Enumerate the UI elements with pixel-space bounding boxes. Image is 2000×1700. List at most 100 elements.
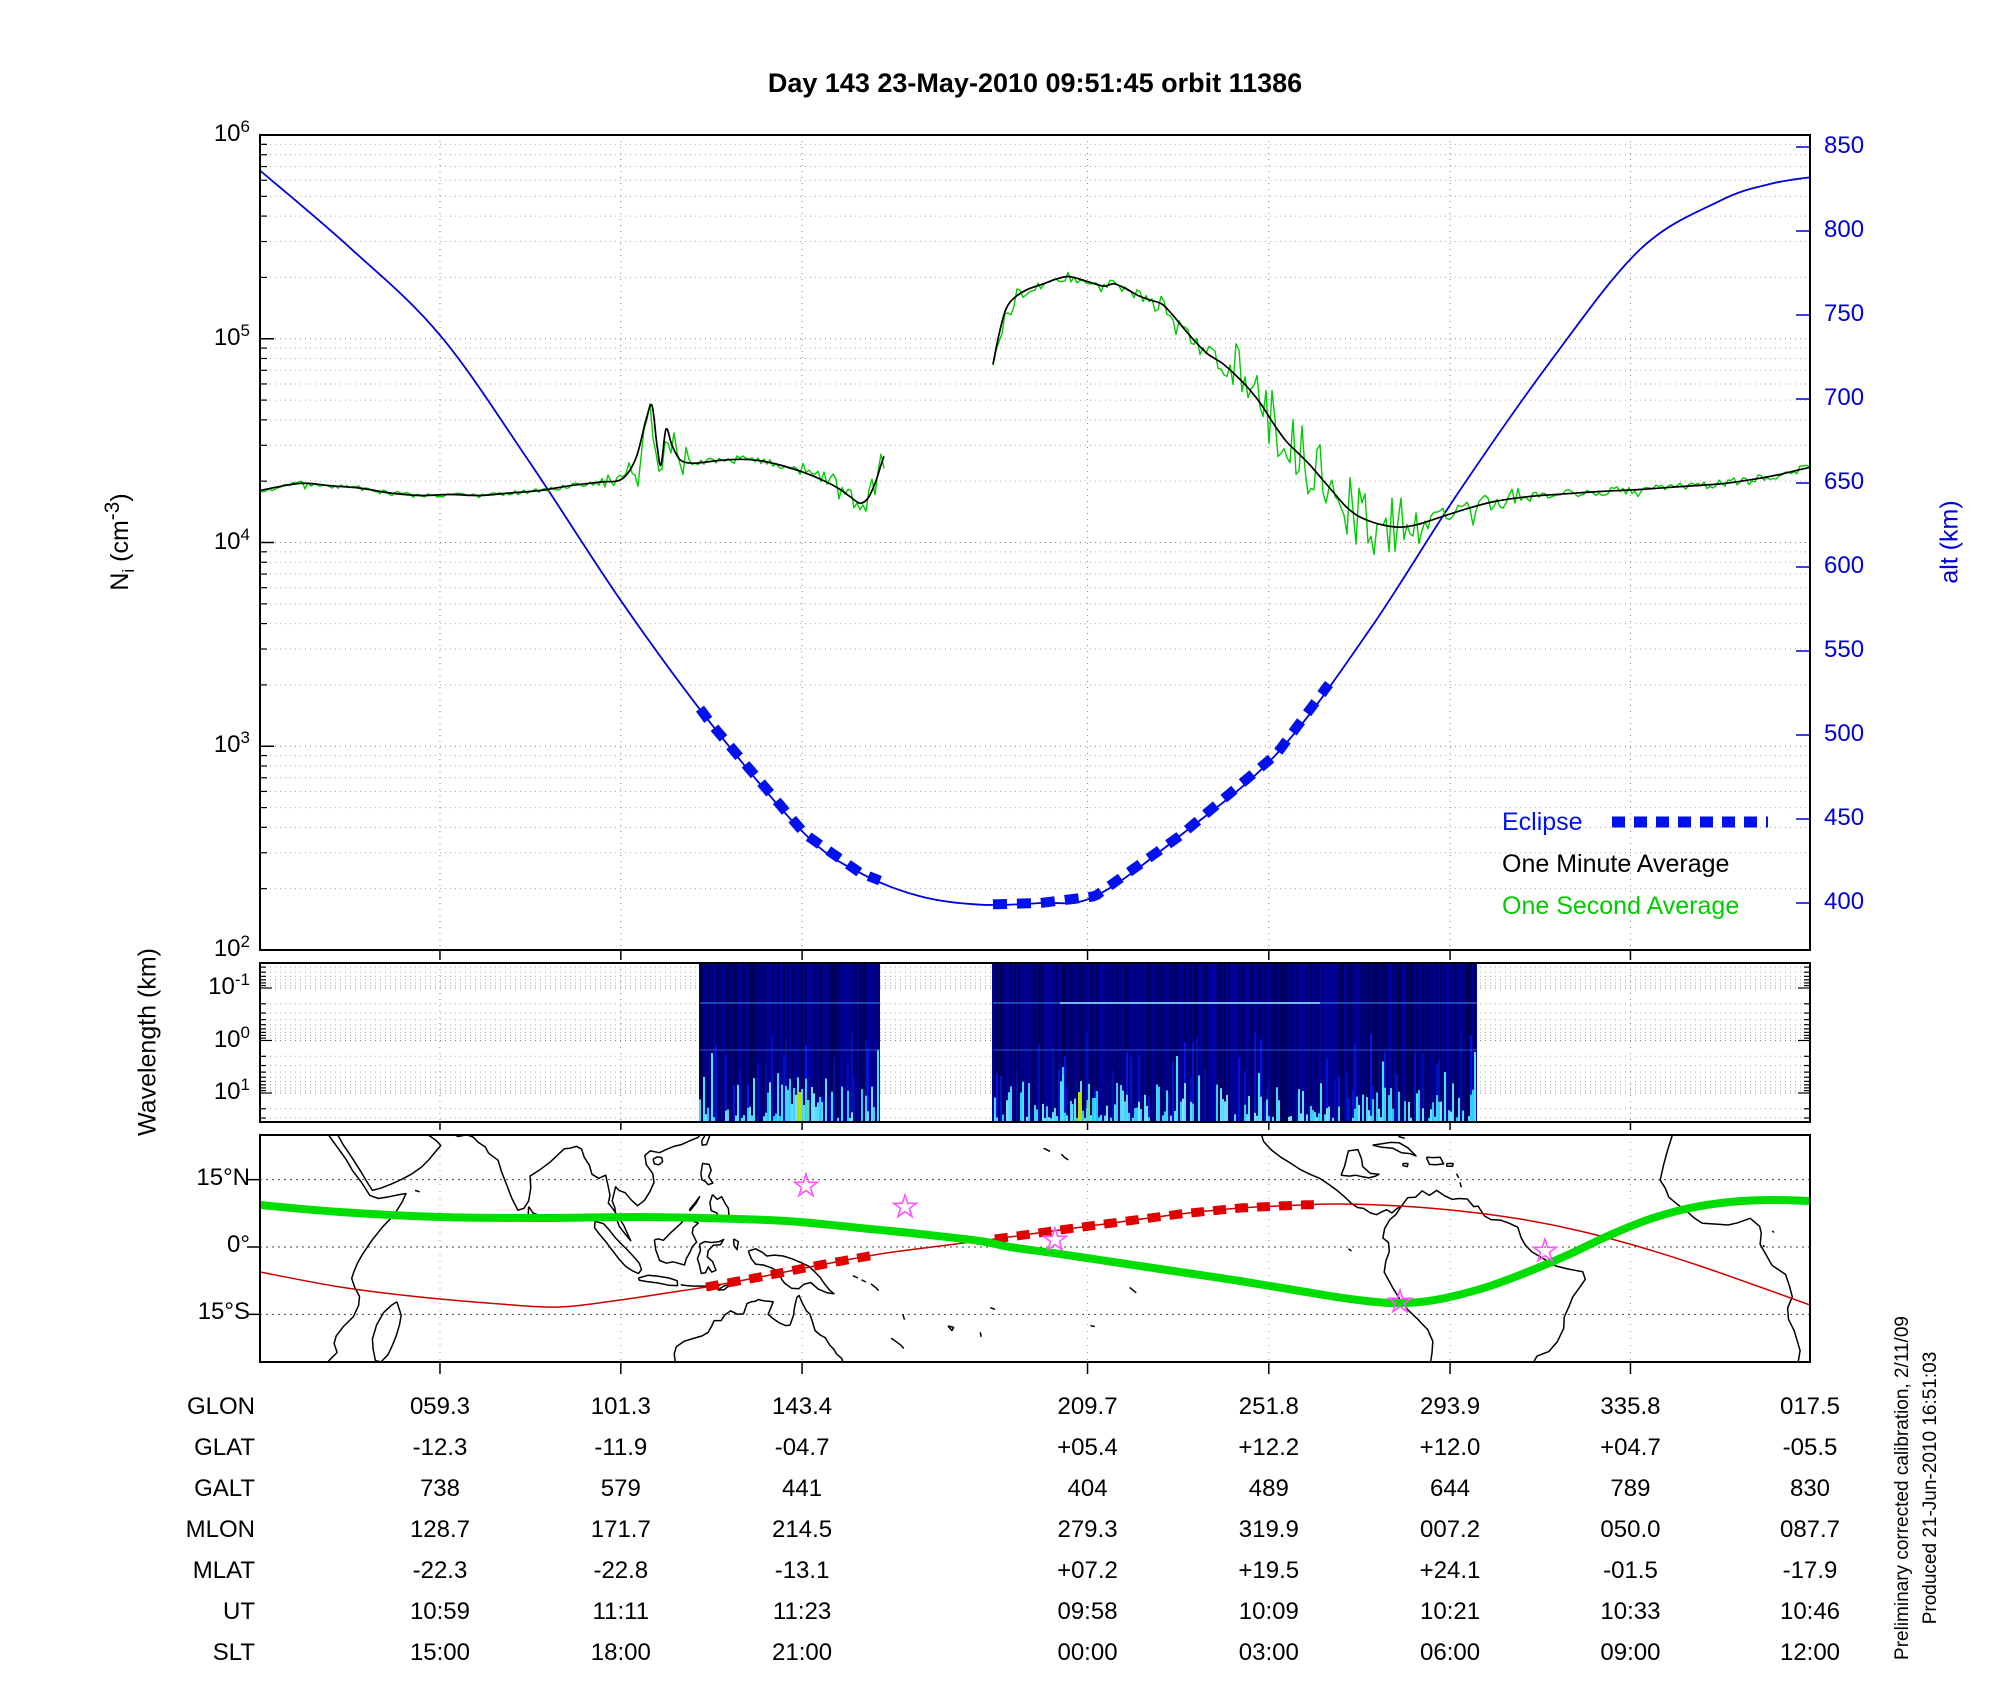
ephemeris-cell: -12.3 bbox=[412, 1434, 468, 1461]
map-coastlines bbox=[326, 1135, 1801, 1362]
coastline bbox=[673, 1294, 844, 1362]
coastline bbox=[1340, 1148, 1380, 1179]
coastline bbox=[1459, 1182, 1463, 1188]
latitude-tick-label: 15°N bbox=[196, 1163, 250, 1191]
ephemeris-row-label: UT bbox=[223, 1598, 255, 1625]
ephemeris-cell: 319.9 bbox=[1238, 1516, 1299, 1543]
ephemeris-cell: 101.3 bbox=[590, 1393, 651, 1420]
y-axis-label-altitude: alt (km) bbox=[1935, 500, 1964, 584]
coastline bbox=[1400, 1189, 1587, 1362]
ephemeris-cell: 404 bbox=[1067, 1475, 1108, 1502]
legend-one-minute-average: One Minute Average bbox=[1502, 850, 1730, 878]
density-tick-label: 104 bbox=[213, 524, 250, 555]
altitude-tick-label: 800 bbox=[1824, 216, 1865, 243]
ephemeris-cell: 251.8 bbox=[1238, 1393, 1299, 1420]
ephemeris-cell: 171.7 bbox=[590, 1516, 651, 1543]
ephemeris-row-label: SLT bbox=[212, 1639, 255, 1666]
coastline bbox=[414, 1189, 420, 1193]
ephemeris-cell: +12.2 bbox=[1238, 1434, 1300, 1461]
coastline bbox=[337, 1135, 442, 1192]
ephemeris-cell: 214.5 bbox=[772, 1516, 833, 1543]
coastline bbox=[653, 1214, 700, 1266]
coastline bbox=[732, 1238, 740, 1251]
ephemeris-cell: 293.9 bbox=[1420, 1393, 1481, 1420]
ephemeris-row-label: GLAT bbox=[194, 1434, 255, 1461]
coastline bbox=[1043, 1147, 1051, 1153]
ephemeris-cell: +12.0 bbox=[1419, 1434, 1481, 1461]
density-tick-label: 102 bbox=[213, 932, 250, 962]
altitude-tick-label: 500 bbox=[1824, 720, 1865, 747]
wavelength-tick-label: 100 bbox=[213, 1022, 250, 1053]
one-minute-average-line bbox=[992, 275, 1810, 528]
ephemeris-cell: 789 bbox=[1610, 1475, 1651, 1502]
ephemeris-cell: 830 bbox=[1789, 1475, 1831, 1502]
star-marker bbox=[891, 1192, 919, 1219]
coastline bbox=[1401, 1162, 1409, 1168]
ephemeris-cell: 441 bbox=[782, 1475, 823, 1502]
ephemeris-cell: 059.3 bbox=[409, 1393, 470, 1420]
ephemeris-cell: 15:00 bbox=[409, 1639, 470, 1666]
coastline bbox=[1762, 1244, 1766, 1248]
ephemeris-cell: -17.9 bbox=[1782, 1557, 1838, 1584]
latitude-tick-label: 15°S bbox=[197, 1298, 250, 1326]
side-note-produced: Produced 21-Jun-2010 16:51:03 bbox=[1920, 1351, 1941, 1625]
ephemeris-cell: 007.2 bbox=[1420, 1516, 1481, 1543]
coastline bbox=[1425, 1156, 1445, 1166]
ephemeris-cell: +07.2 bbox=[1057, 1557, 1118, 1584]
altitude-curve bbox=[260, 169, 1810, 906]
altitude-tick-label: 550 bbox=[1824, 636, 1865, 663]
star-marker bbox=[1531, 1236, 1559, 1263]
ephemeris-cell: 09:00 bbox=[1600, 1639, 1661, 1666]
ephemeris-cell: 579 bbox=[600, 1475, 641, 1502]
coastline bbox=[696, 1238, 725, 1275]
ephemeris-cell: 143.4 bbox=[772, 1393, 833, 1420]
legend-eclipse: Eclipse bbox=[1502, 808, 1583, 836]
star-marker bbox=[792, 1171, 820, 1198]
ephemeris-cell: 11:11 bbox=[592, 1598, 650, 1625]
coastline bbox=[371, 1301, 402, 1362]
coastline bbox=[1445, 1162, 1454, 1167]
y-label-sup: -3 bbox=[100, 501, 124, 521]
y-label-mid: (cm bbox=[106, 520, 135, 569]
ephemeris-cell: 03:00 bbox=[1238, 1639, 1299, 1666]
ephemeris-cell: 10:46 bbox=[1779, 1598, 1841, 1625]
ephemeris-cell: 10:59 bbox=[409, 1598, 470, 1625]
y-label-end: ) bbox=[106, 493, 135, 502]
ephemeris-cell: 087.7 bbox=[1779, 1516, 1841, 1543]
ephemeris-cell: 00:00 bbox=[1057, 1639, 1118, 1666]
ephemeris-cell: +04.7 bbox=[1600, 1434, 1661, 1461]
coastline bbox=[637, 1274, 679, 1287]
ephemeris-cell: 09:58 bbox=[1057, 1598, 1118, 1625]
coastline bbox=[979, 1332, 982, 1337]
ephemeris-cell: 335.8 bbox=[1600, 1393, 1661, 1420]
ephemeris-cell: 06:00 bbox=[1420, 1639, 1481, 1666]
coastline bbox=[870, 1283, 880, 1292]
coastline bbox=[1659, 1135, 1801, 1362]
coastline bbox=[688, 1195, 701, 1212]
coastline bbox=[1455, 1173, 1460, 1179]
ephemeris-cell: +05.4 bbox=[1057, 1434, 1118, 1461]
wavelength-tick-label: 10-1 bbox=[208, 970, 250, 1000]
coastline bbox=[700, 1162, 714, 1186]
coastline bbox=[326, 1135, 407, 1362]
map-eclipse-dashes bbox=[994, 1200, 1316, 1244]
ephemeris-cell: -22.3 bbox=[412, 1557, 468, 1584]
y-label-sub: i bbox=[119, 568, 139, 573]
ephemeris-cell: 10:09 bbox=[1238, 1598, 1299, 1625]
ephemeris-cell: 017.5 bbox=[1779, 1393, 1841, 1420]
ephemeris-cell: +24.1 bbox=[1419, 1557, 1481, 1584]
y-label-base: N bbox=[106, 572, 135, 591]
coastline bbox=[1090, 1324, 1095, 1328]
star-marker bbox=[1386, 1287, 1414, 1314]
middle-panel-frame bbox=[259, 962, 1811, 1123]
ephemeris-cell: 18:00 bbox=[590, 1639, 651, 1666]
altitude-tick-label: 700 bbox=[1824, 384, 1865, 411]
ephemeris-cell: 279.3 bbox=[1057, 1516, 1118, 1543]
ephemeris-cell: -22.8 bbox=[593, 1557, 649, 1584]
ephemeris-cell: 644 bbox=[1430, 1475, 1471, 1502]
plot-title: Day 143 23-May-2010 09:51:45 orbit 11386 bbox=[767, 68, 1303, 98]
ephemeris-row-label: GLON bbox=[186, 1393, 255, 1420]
star-marker bbox=[1041, 1225, 1069, 1252]
coastline bbox=[593, 1220, 643, 1275]
